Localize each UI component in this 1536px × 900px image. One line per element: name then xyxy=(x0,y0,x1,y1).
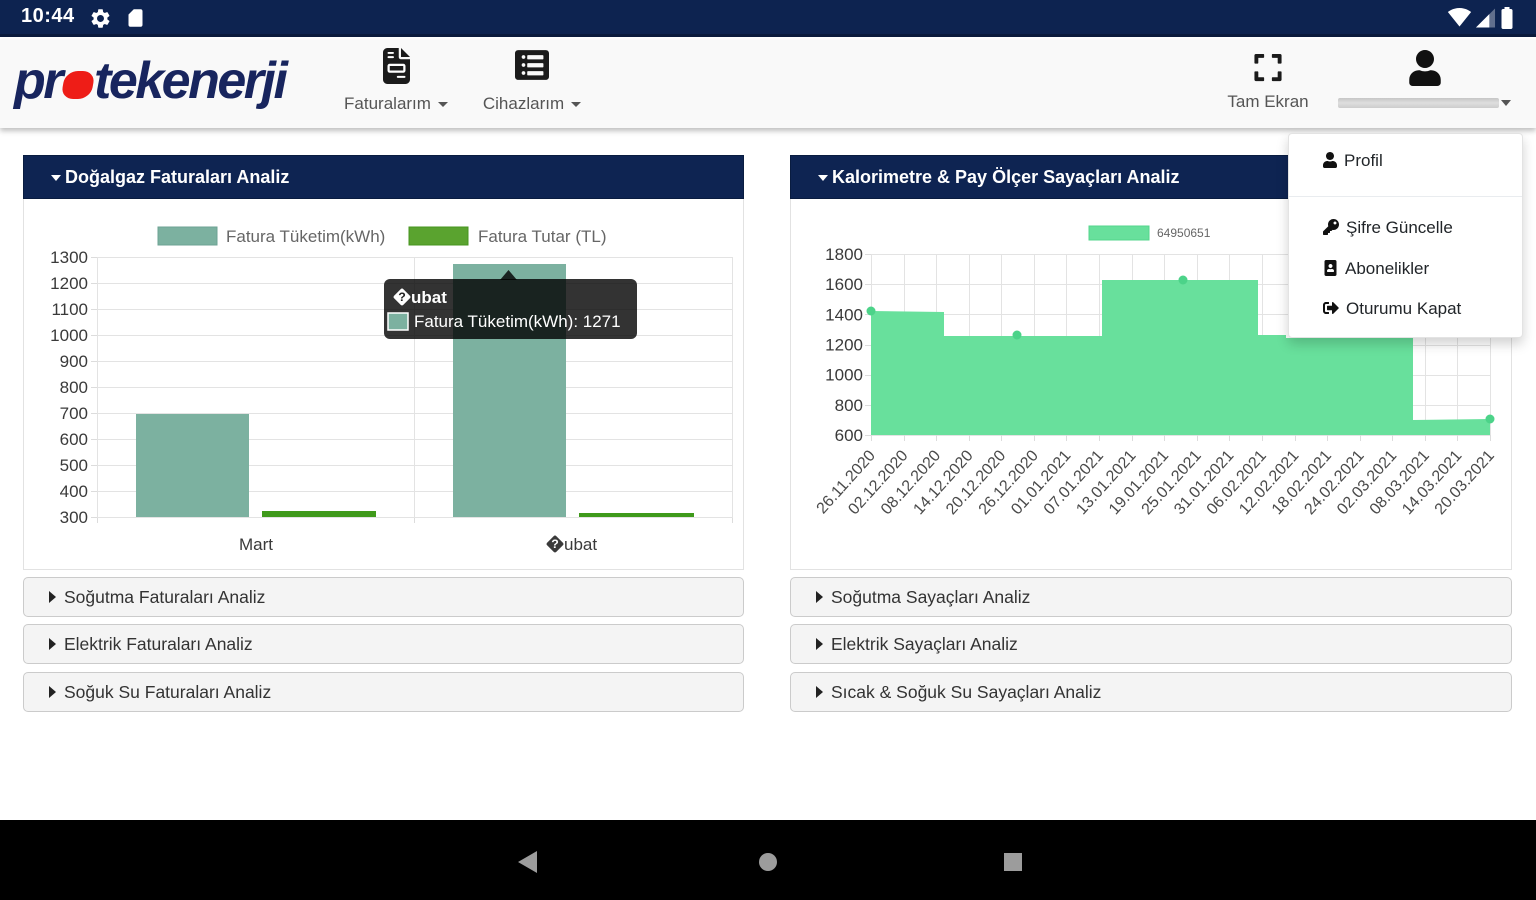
svg-text:900: 900 xyxy=(60,352,88,371)
svg-text:1800: 1800 xyxy=(825,245,863,264)
svg-text:700: 700 xyxy=(60,404,88,423)
svg-text:Fatura Tüketim(kWh): Fatura Tüketim(kWh) xyxy=(226,227,385,246)
svg-text:800: 800 xyxy=(60,378,88,397)
svg-text:1200: 1200 xyxy=(825,336,863,355)
svg-text:1600: 1600 xyxy=(825,275,863,294)
svg-text:600: 600 xyxy=(835,426,863,445)
svg-text:Fatura Tüketim(kWh): 1271: Fatura Tüketim(kWh): 1271 xyxy=(414,312,621,331)
svg-text:?: ? xyxy=(398,290,406,304)
svg-text:Fatura Tutar (TL): Fatura Tutar (TL) xyxy=(478,227,606,246)
svg-text:800: 800 xyxy=(835,396,863,415)
svg-text:ubat: ubat xyxy=(564,535,597,554)
svg-text:ubat: ubat xyxy=(411,288,447,307)
svg-text:1300: 1300 xyxy=(50,248,88,267)
svg-text:Mart: Mart xyxy=(239,535,273,554)
svg-text:1100: 1100 xyxy=(51,300,88,319)
svg-text:400: 400 xyxy=(60,482,88,501)
svg-text:?: ? xyxy=(551,537,559,551)
svg-text:500: 500 xyxy=(60,456,88,475)
svg-text:1000: 1000 xyxy=(825,366,863,385)
svg-text:300: 300 xyxy=(60,508,88,527)
svg-text:1200: 1200 xyxy=(50,274,88,293)
svg-text:1000: 1000 xyxy=(50,326,88,345)
svg-text:1400: 1400 xyxy=(825,305,863,324)
svg-text:600: 600 xyxy=(60,430,88,449)
svg-text:64950651: 64950651 xyxy=(1157,226,1211,240)
